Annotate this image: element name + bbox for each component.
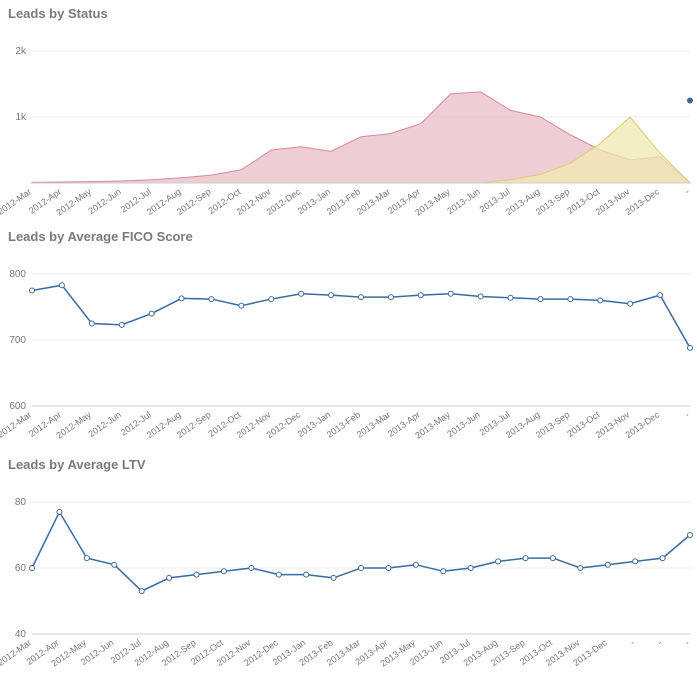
svg-text:2013-Mar: 2013-Mar [355, 409, 392, 439]
data-point [658, 293, 663, 298]
panel-leads-by-fico: Leads by Average FICO Score 600 700 800 201… [0, 223, 697, 451]
panel-title-fico: Leads by Average FICO Score [0, 223, 697, 246]
chart-status-svg: 1k2k2012-Mar2012-Apr2012-May2012-Jun2012… [0, 23, 697, 223]
data-point [221, 569, 226, 574]
svg-text:2013-Dec: 2013-Dec [624, 186, 662, 217]
data-point [568, 297, 573, 302]
data-point [441, 569, 446, 574]
svg-text:2012-Mar: 2012-Mar [0, 409, 33, 439]
svg-text:2012-Dec: 2012-Dec [265, 409, 303, 440]
svg-text:-: - [683, 186, 691, 196]
panel-leads-by-status: Leads by Status 1k2k2012-Mar2012-Apr2012… [0, 0, 697, 223]
svg-text:700: 700 [9, 335, 26, 346]
status-last-point [687, 98, 693, 104]
data-point [688, 345, 693, 350]
chart-ltv: 4060802012-Mar2012-Apr2012-May2012-Jun20… [0, 474, 697, 679]
data-point [269, 297, 274, 302]
data-point [468, 566, 473, 571]
panel-leads-by-ltv: Leads by Average LTV 4060802012-Mar2012-… [0, 451, 697, 679]
data-point [331, 575, 336, 580]
data-point [418, 293, 423, 298]
chart-fico: 6007008002012-Mar2012-Apr2012-May2012-Ju… [0, 246, 697, 451]
data-point [179, 296, 184, 301]
svg-text:2012-Mar: 2012-Mar [0, 186, 33, 216]
svg-text:2012-Dec: 2012-Dec [265, 186, 303, 217]
data-point [633, 559, 638, 564]
data-point [276, 572, 281, 577]
svg-text:2012-Jun: 2012-Jun [86, 409, 122, 439]
data-point [30, 566, 35, 571]
data-point [538, 297, 543, 302]
svg-text:2013-Jun: 2013-Jun [445, 186, 481, 216]
svg-text:600: 600 [9, 401, 26, 412]
svg-text:2013-Sep: 2013-Sep [534, 186, 572, 217]
svg-text:60: 60 [15, 563, 27, 574]
svg-text:80: 80 [15, 497, 27, 508]
data-point [598, 298, 603, 303]
svg-text:2013-Sep: 2013-Sep [534, 409, 572, 440]
data-point [57, 509, 62, 514]
data-point [448, 291, 453, 296]
svg-text:2k: 2k [15, 46, 27, 57]
panel-title-ltv: Leads by Average LTV [0, 451, 697, 474]
data-point [30, 288, 35, 293]
svg-text:2013-Jun: 2013-Jun [445, 409, 481, 439]
data-point [688, 533, 693, 538]
data-point [119, 322, 124, 327]
data-point [578, 566, 583, 571]
data-point [359, 295, 364, 300]
data-point [413, 562, 418, 567]
svg-text:2012-Sep: 2012-Sep [175, 409, 213, 440]
data-point [329, 293, 334, 298]
svg-text:-: - [656, 637, 664, 647]
svg-text:-: - [683, 409, 691, 419]
data-point [112, 562, 117, 567]
data-point [523, 556, 528, 561]
data-point [299, 291, 304, 296]
data-point [139, 589, 144, 594]
svg-text:-: - [628, 637, 636, 647]
data-point [359, 566, 364, 571]
data-point [388, 295, 393, 300]
data-point [628, 301, 633, 306]
data-point [249, 566, 254, 571]
data-point [149, 311, 154, 316]
data-point [386, 566, 391, 571]
data-point [496, 559, 501, 564]
panel-title-status: Leads by Status [0, 0, 697, 23]
data-point [508, 295, 513, 300]
svg-text:2013-Mar: 2013-Mar [355, 186, 392, 216]
line-series [32, 512, 690, 591]
svg-text:2012-Jun: 2012-Jun [86, 186, 122, 216]
data-point [59, 283, 64, 288]
chart-fico-svg: 6007008002012-Mar2012-Apr2012-May2012-Ju… [0, 246, 697, 451]
svg-text:-: - [683, 637, 691, 647]
data-point [84, 556, 89, 561]
chart-status: 1k2k2012-Mar2012-Apr2012-May2012-Jun2012… [0, 23, 697, 223]
data-point [605, 562, 610, 567]
data-point [550, 556, 555, 561]
data-point [89, 321, 94, 326]
data-point [167, 575, 172, 580]
svg-text:1k: 1k [15, 112, 27, 123]
chart-ltv-svg: 4060802012-Mar2012-Apr2012-May2012-Jun20… [0, 474, 697, 679]
data-point [660, 556, 665, 561]
data-point [209, 297, 214, 302]
svg-text:800: 800 [9, 269, 26, 280]
svg-text:2013-Dec: 2013-Dec [624, 409, 662, 440]
svg-text:2012-Sep: 2012-Sep [175, 186, 213, 217]
data-point [304, 572, 309, 577]
data-point [478, 294, 483, 299]
data-point [239, 303, 244, 308]
data-point [194, 572, 199, 577]
